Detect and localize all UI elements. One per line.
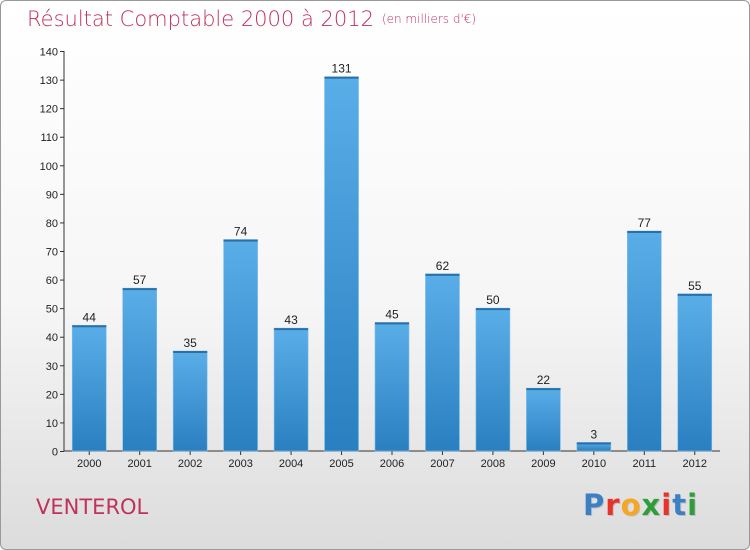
bar (223, 239, 258, 452)
logo-letter: r (605, 488, 621, 522)
x-tick-label: 2012 (683, 458, 707, 470)
y-tick-label: 60 (46, 275, 58, 287)
bar-top-edge (475, 308, 510, 311)
chart-title-text: Résultat Comptable 2000 à 2012 (27, 7, 374, 31)
x-tick-label: 2003 (228, 458, 252, 470)
bar-value-label: 43 (284, 313, 298, 327)
logo-letter: o (620, 488, 642, 522)
logo-letter: x (641, 488, 662, 522)
logo-letter: i (687, 488, 699, 522)
bar (374, 322, 410, 452)
bar (172, 350, 208, 452)
x-tick-label: 2002 (178, 458, 202, 470)
bar-value-label: 45 (385, 307, 399, 321)
bar-top-edge (576, 442, 611, 445)
bar-value-label: 131 (332, 62, 352, 76)
y-tick-label: 90 (46, 189, 58, 201)
y-tick-label: 0 (52, 447, 58, 459)
bar (273, 327, 309, 452)
bar-top-edge (324, 76, 359, 79)
y-tick-label: 30 (46, 361, 58, 373)
x-tick-label: 2004 (279, 458, 303, 470)
bar-value-label: 3 (591, 427, 598, 441)
bar-top-edge (627, 231, 662, 233)
bar-top-edge (425, 273, 460, 276)
bar-value-label: 22 (537, 373, 551, 387)
x-tick-label: 2009 (531, 458, 555, 470)
bar-value-label: 62 (436, 259, 450, 273)
y-tick-label: 140 (40, 47, 58, 59)
logo-letter: i (661, 488, 673, 522)
y-tick-label: 20 (46, 389, 58, 401)
bar (122, 287, 157, 452)
x-tick-label: 2008 (481, 458, 505, 470)
y-tick-label: 130 (40, 75, 58, 87)
y-tick-label: 70 (46, 247, 58, 259)
bar-top-edge (526, 388, 561, 391)
y-tick-label: 10 (46, 418, 58, 430)
bar-value-label: 44 (83, 310, 97, 324)
bar-top-edge (375, 322, 409, 325)
y-tick-label: 100 (40, 161, 58, 173)
proxiti-logo: Proxiti (583, 488, 698, 522)
bar-value-label: 55 (688, 279, 702, 293)
x-tick-label: 2000 (77, 458, 101, 470)
logo-letter: P (583, 488, 606, 522)
y-tick-label: 120 (40, 104, 58, 116)
x-tick-label: 2006 (380, 458, 404, 470)
bar-value-label: 74 (234, 225, 248, 239)
bar-top-edge (223, 239, 258, 242)
chart-title: Résultat Comptable 2000 à 2012 (en millie… (27, 7, 476, 31)
logo-letter: t (672, 488, 688, 522)
y-tick-label: 110 (40, 132, 58, 144)
chart-subtitle: (en milliers d'€) (381, 12, 477, 26)
y-tick-label: 50 (46, 304, 58, 316)
bar-top-edge (122, 288, 157, 291)
bar (627, 230, 662, 452)
commune-name: VENTEROL (36, 495, 149, 519)
x-tick-label: 2005 (329, 458, 353, 470)
bar-top-edge (677, 293, 712, 296)
bar-value-label: 35 (183, 336, 197, 350)
bar (526, 387, 561, 452)
bar (677, 293, 713, 452)
y-tick-label: 80 (46, 218, 58, 230)
bar-value-label: 50 (486, 293, 500, 307)
y-tick-label: 40 (46, 332, 58, 344)
bar-top-edge (173, 351, 208, 353)
x-tick-label: 2007 (430, 458, 454, 470)
bar (324, 76, 359, 452)
bar (71, 324, 107, 452)
x-tick-label: 2001 (127, 458, 151, 470)
bar-top-edge (274, 328, 309, 331)
bar-top-edge (72, 325, 107, 328)
x-tick-label: 2011 (632, 458, 656, 470)
bar-value-label: 57 (133, 273, 147, 287)
bar (425, 273, 460, 452)
bar-value-label: 77 (638, 216, 652, 230)
x-tick-label: 2010 (582, 458, 606, 470)
bar (475, 307, 511, 452)
